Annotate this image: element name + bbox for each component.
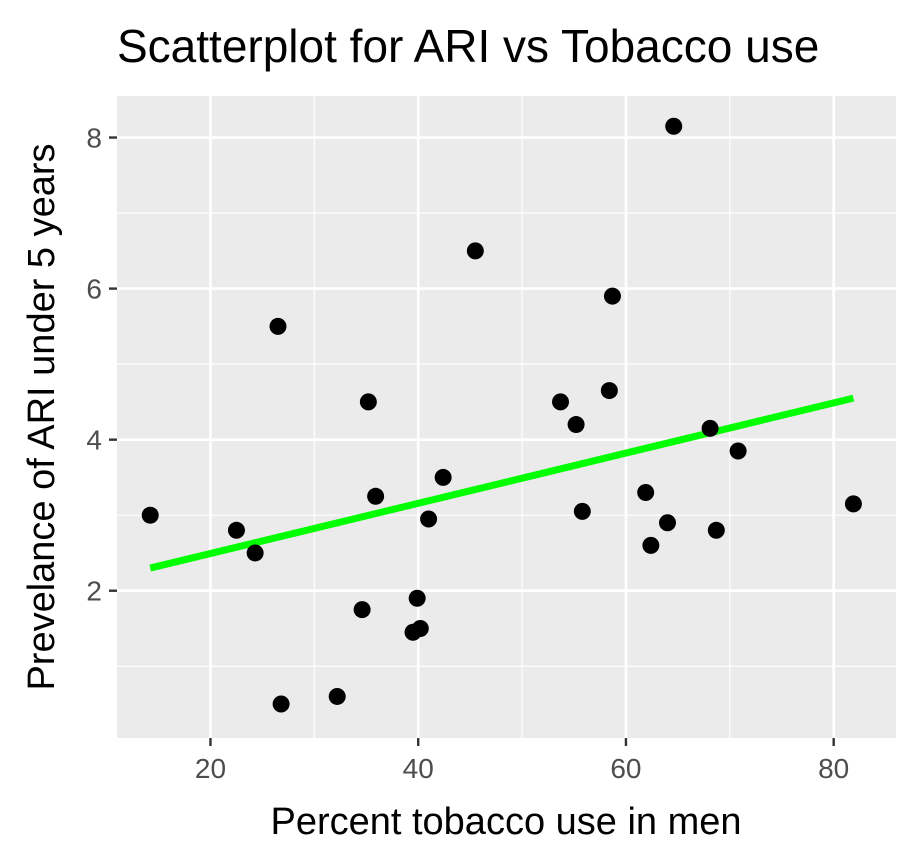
data-point	[642, 536, 660, 554]
data-point	[227, 521, 245, 539]
y-tick-label: 4	[86, 425, 102, 456]
trend-line	[149, 394, 855, 572]
x-tick-label: 20	[195, 753, 226, 784]
x-tick-label: 60	[610, 753, 641, 784]
data-point	[246, 544, 264, 562]
x-axis-title: Percent tobacco use in men	[270, 801, 741, 843]
data-point	[600, 382, 618, 400]
data-point	[573, 502, 591, 520]
chart-title: Scatterplot for ARI vs Tobacco use	[117, 20, 819, 72]
data-point	[367, 487, 385, 505]
data-point	[328, 687, 346, 705]
data-point	[359, 393, 377, 411]
data-point	[420, 510, 438, 528]
data-point	[552, 393, 570, 411]
data-point	[844, 495, 862, 513]
data-point	[141, 506, 159, 524]
minor-gridlines	[117, 96, 896, 738]
data-point	[729, 442, 747, 460]
data-point	[603, 287, 621, 305]
data-point	[272, 695, 290, 713]
x-axis: 20 40 60 80	[195, 738, 849, 784]
data-point	[637, 484, 655, 502]
x-tick-label: 80	[818, 753, 849, 784]
data-point	[707, 521, 725, 539]
y-tick-label: 6	[86, 274, 102, 305]
data-point	[665, 117, 683, 135]
data-point	[411, 619, 429, 637]
trend-line-layer	[149, 394, 855, 572]
data-point	[567, 416, 585, 434]
data-point	[408, 589, 426, 607]
y-tick-label: 8	[86, 123, 102, 154]
major-gridlines	[117, 96, 896, 738]
data-point	[701, 419, 719, 437]
data-point	[353, 601, 371, 619]
y-axis-title: Prevelance of ARI under 5 years	[21, 143, 63, 690]
data-point	[269, 317, 287, 335]
data-point	[658, 514, 676, 532]
y-axis: 2 4 6 8	[86, 123, 117, 607]
data-point	[466, 242, 484, 260]
data-point	[434, 468, 452, 486]
y-tick-label: 2	[86, 576, 102, 607]
data-points	[141, 117, 862, 713]
x-tick-label: 40	[403, 753, 434, 784]
